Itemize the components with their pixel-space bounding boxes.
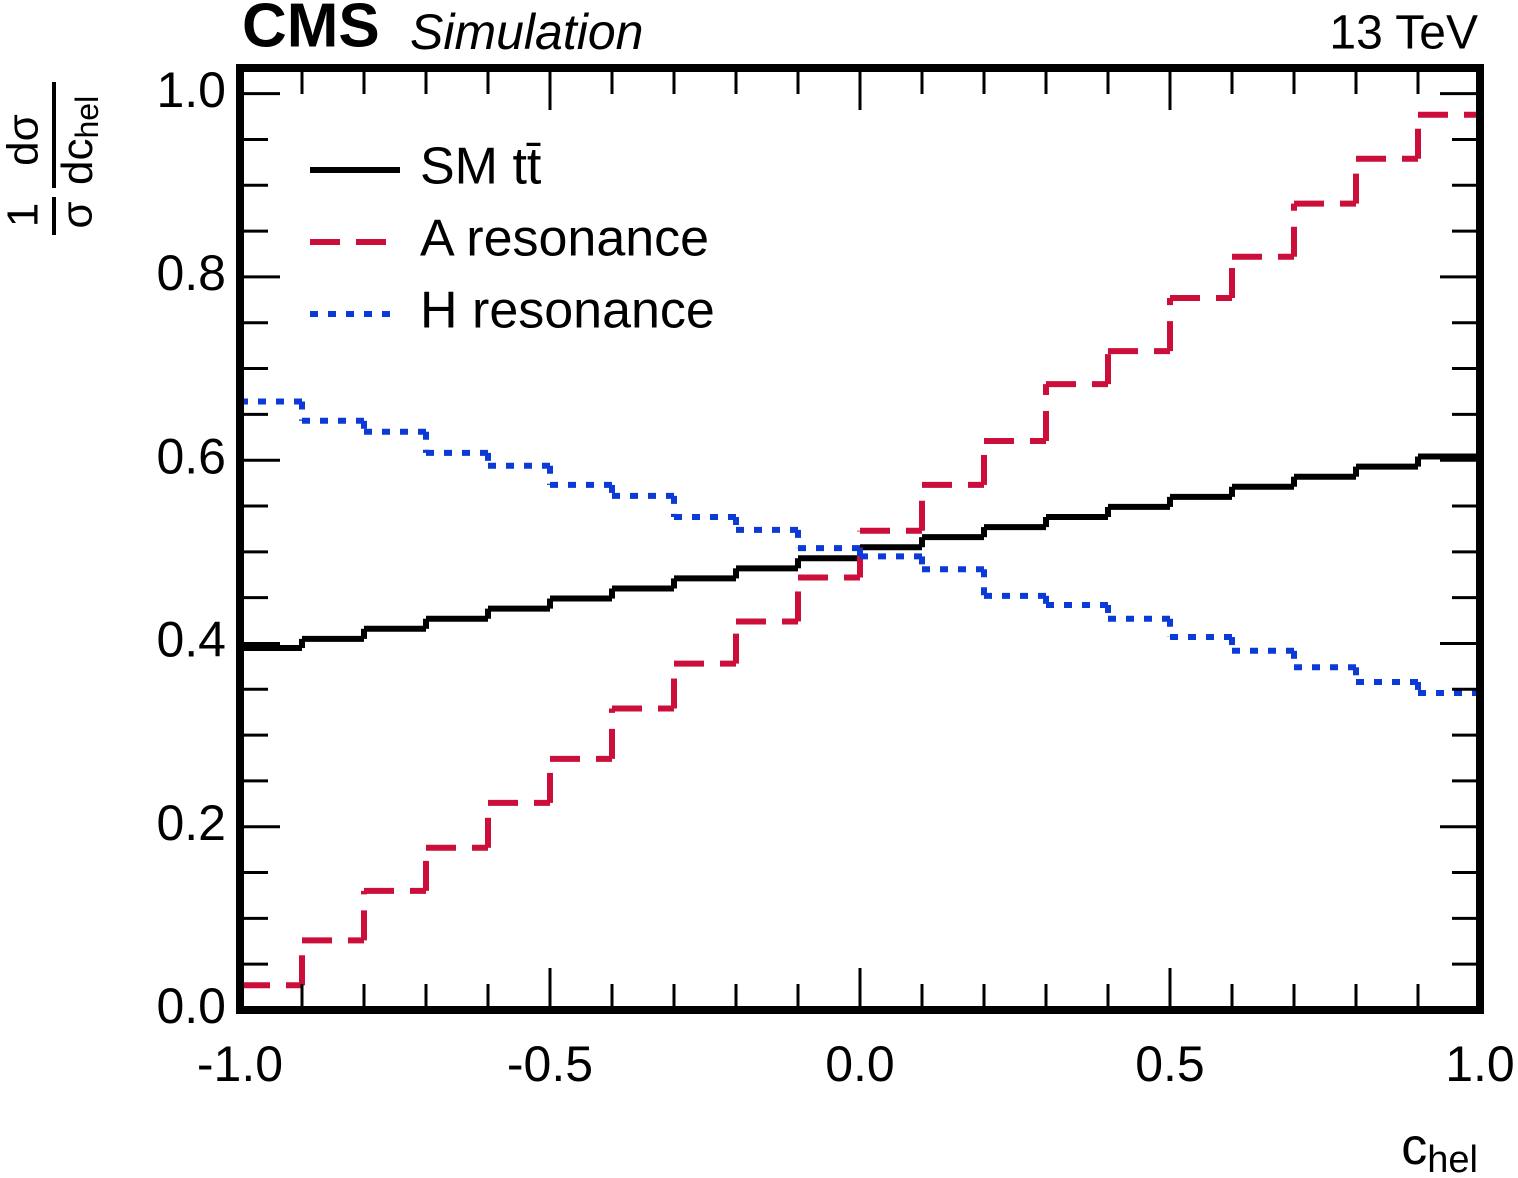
- y-label-numerator: dσ: [0, 114, 48, 166]
- y-label-factor-denominator: σ: [53, 201, 102, 228]
- experiment-label: CMS: [242, 0, 380, 60]
- y-axis-label: 1 σ dσ dchel: [0, 82, 105, 235]
- y-tick-label: 0.4: [156, 612, 226, 668]
- y-tick-label: 0.8: [156, 245, 226, 301]
- plot-frame: [236, 64, 1484, 1014]
- legend-label: H resonance: [420, 282, 715, 340]
- x-axis-label: chel: [1401, 1118, 1478, 1178]
- x-tick-label: -0.5: [507, 1036, 593, 1092]
- y-label-denominator: dchel: [53, 96, 106, 185]
- y-label-factor: 1: [0, 203, 48, 227]
- y-tick-label: 0.0: [156, 978, 226, 1034]
- legend-label: SM tt̄: [420, 138, 542, 196]
- y-tick-label: 1.0: [156, 62, 226, 118]
- x-tick-label: 0.0: [825, 1036, 895, 1092]
- y-tick-label: 0.2: [156, 795, 226, 851]
- x-tick-label: 0.5: [1135, 1036, 1205, 1092]
- energy-label: 13 TeV: [1329, 7, 1478, 60]
- legend-label: A resonance: [420, 210, 709, 268]
- histogram-series: [240, 398, 1480, 696]
- x-tick-label: 1.0: [1445, 1036, 1515, 1092]
- x-tick-label: -1.0: [197, 1036, 283, 1092]
- histogram-series: [240, 111, 1480, 989]
- y-tick-label: 0.6: [156, 428, 226, 484]
- status-label: Simulation: [410, 4, 643, 60]
